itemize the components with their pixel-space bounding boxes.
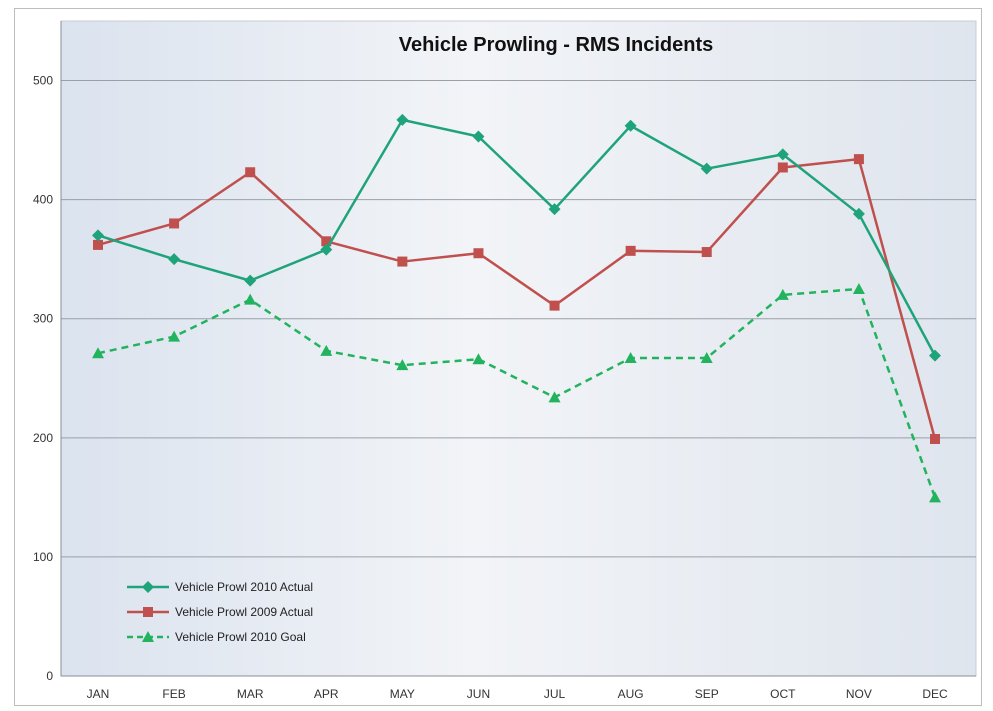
- data-point: [93, 239, 103, 250]
- data-point: [625, 245, 636, 256]
- legend-label: Vehicle Prowl 2010 Actual: [175, 580, 313, 594]
- x-tick-label: JAN: [87, 687, 110, 701]
- legend-label: Vehicle Prowl 2009 Actual: [175, 605, 313, 619]
- series-line: [97, 157, 937, 440]
- data-point: [244, 274, 257, 287]
- data-point: [92, 347, 104, 359]
- y-tick-label: 500: [33, 74, 53, 88]
- y-tick-label: 300: [33, 312, 53, 326]
- y-tick-label: 200: [33, 431, 53, 445]
- data-point: [777, 162, 788, 173]
- series-line: [97, 118, 937, 357]
- data-point: [548, 203, 561, 216]
- chart-frame: 0 100 200 300 400 500 JAN FEB MAR APR MAY JUN JUL AU…: [14, 8, 982, 706]
- x-tick-label: SEP: [695, 687, 719, 701]
- x-tick-label: FEB: [162, 687, 185, 701]
- data-point: [321, 236, 332, 247]
- legend-swatch-marker: [142, 581, 154, 593]
- x-tick-label: AUG: [618, 687, 644, 701]
- data-point: [320, 243, 333, 256]
- series-line: [97, 287, 937, 498]
- data-point: [548, 391, 561, 403]
- data-point: [624, 119, 637, 132]
- legend-swatch-marker: [142, 631, 154, 642]
- data-point: [472, 353, 485, 365]
- data-point: [244, 293, 257, 305]
- data-point: [168, 253, 181, 266]
- x-tick-label: APR: [314, 687, 339, 701]
- data-point: [397, 256, 408, 267]
- legend: Vehicle Prowl 2010 Actual Vehicle Prowl 2…: [127, 580, 313, 644]
- data-point: [168, 330, 181, 342]
- series-layer: [92, 113, 941, 503]
- data-point: [396, 359, 409, 371]
- legend-item: Vehicle Prowl 2009 Actual: [127, 605, 313, 619]
- data-point: [472, 130, 485, 143]
- y-tick-label: 400: [33, 193, 53, 207]
- series-1: [92, 113, 941, 362]
- data-point: [852, 282, 865, 294]
- data-point: [169, 218, 180, 229]
- data-point: [701, 247, 712, 258]
- data-point: [320, 344, 333, 356]
- data-point: [92, 229, 104, 242]
- data-point: [929, 349, 941, 362]
- x-tick-label: JUL: [544, 687, 566, 701]
- x-tick-label: MAR: [237, 687, 264, 701]
- data-point: [776, 288, 789, 300]
- y-tick-label: 100: [33, 550, 53, 564]
- legend-swatch-marker: [143, 607, 153, 617]
- series-3: [92, 282, 941, 503]
- y-tick-label: 0: [46, 669, 53, 683]
- y-axis: 0 100 200 300 400 500: [33, 21, 62, 683]
- data-point: [700, 162, 713, 175]
- data-point: [930, 434, 940, 445]
- data-point: [853, 154, 864, 165]
- data-point: [396, 113, 409, 126]
- series-2: [93, 154, 940, 445]
- data-point: [852, 207, 865, 220]
- x-tick-label: DEC: [922, 687, 948, 701]
- data-point: [624, 352, 637, 364]
- line-chart: 0 100 200 300 400 500 JAN FEB MAR APR MAY JUN JUL AU…: [33, 20, 977, 701]
- plot-area: [60, 20, 977, 677]
- data-point: [245, 167, 256, 178]
- legend-item: Vehicle Prowl 2010 Actual: [127, 580, 313, 594]
- data-point: [929, 491, 941, 503]
- x-tick-label: NOV: [846, 687, 872, 701]
- data-point: [473, 248, 484, 259]
- legend-label: Vehicle Prowl 2010 Goal: [175, 630, 306, 644]
- chart-title: Vehicle Prowling - RMS Incidents: [399, 34, 714, 56]
- data-point: [549, 300, 560, 311]
- x-tick-label: OCT: [770, 687, 796, 701]
- legend-item: Vehicle Prowl 2010 Goal: [127, 630, 306, 644]
- x-axis: JAN FEB MAR APR MAY JUN JUL AUG SEP OCT NOV DEC: [61, 675, 976, 701]
- data-point: [776, 148, 789, 161]
- data-point: [700, 352, 713, 364]
- x-tick-label: MAY: [390, 687, 415, 701]
- x-tick-label: JUN: [467, 687, 490, 701]
